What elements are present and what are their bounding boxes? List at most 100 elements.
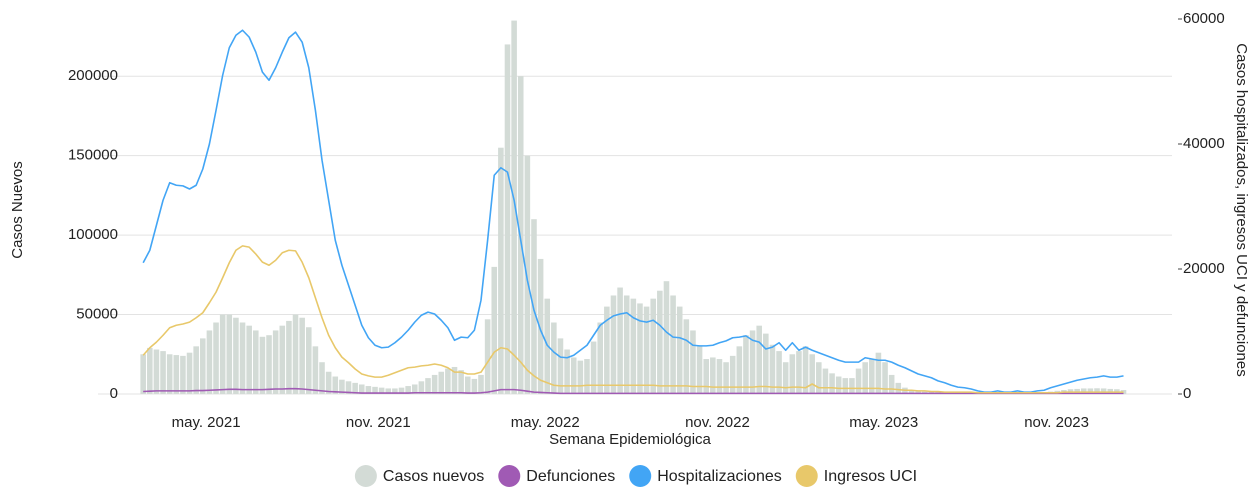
legend-label: Casos nuevos xyxy=(383,468,484,485)
bar xyxy=(266,335,272,394)
bar xyxy=(206,330,213,394)
bar xyxy=(875,352,882,394)
bar xyxy=(683,319,690,394)
bar xyxy=(517,76,524,394)
bar xyxy=(458,370,464,394)
y-tick-label: 150000 xyxy=(68,147,118,164)
legend-label: Defunciones xyxy=(526,468,615,485)
x-tick-label: may. 2022 xyxy=(511,414,580,431)
bar xyxy=(292,314,299,394)
bar xyxy=(464,376,471,394)
bar xyxy=(789,354,796,394)
bar xyxy=(630,298,637,394)
bar xyxy=(1087,388,1094,394)
bar xyxy=(200,338,206,394)
bar xyxy=(570,357,577,394)
bar xyxy=(491,266,498,394)
bar xyxy=(484,319,491,394)
bar xyxy=(643,306,650,394)
bar xyxy=(312,346,319,394)
bar xyxy=(623,295,630,394)
bar xyxy=(829,373,835,394)
bar xyxy=(524,155,531,394)
bar xyxy=(895,382,902,394)
bar xyxy=(1080,388,1087,394)
bar xyxy=(305,327,312,394)
bar xyxy=(478,374,484,394)
bar xyxy=(385,388,392,394)
bar xyxy=(703,359,709,394)
bar xyxy=(756,325,762,394)
bar xyxy=(915,390,921,394)
bar xyxy=(471,378,478,394)
bar xyxy=(272,330,279,394)
bar xyxy=(617,287,623,394)
x-axis-title: Semana Epidemiológica xyxy=(549,431,711,448)
bar xyxy=(1120,390,1127,394)
bar xyxy=(842,378,849,394)
bar xyxy=(451,366,458,394)
bar xyxy=(882,362,888,394)
x-tick-label: nov. 2022 xyxy=(685,414,750,431)
y2-axis-title: Casos hospitalizados, ingresos UCI y def… xyxy=(1233,43,1250,377)
bar xyxy=(577,360,584,394)
bar xyxy=(564,349,570,394)
bar xyxy=(411,384,418,394)
bar xyxy=(378,387,385,394)
bar xyxy=(637,303,643,394)
bar xyxy=(352,382,358,394)
bar xyxy=(358,384,365,394)
legend-marker xyxy=(354,465,377,487)
bar xyxy=(219,314,226,394)
bar xyxy=(438,371,445,394)
legend-marker xyxy=(498,465,521,487)
bar xyxy=(584,359,590,394)
legend-label: Ingresos UCI xyxy=(824,468,917,485)
bar xyxy=(604,306,610,394)
bar xyxy=(246,325,252,394)
y2-tick-label: 0 xyxy=(1183,385,1191,402)
y2-tick-label: 20000 xyxy=(1183,260,1225,277)
bar xyxy=(676,306,683,394)
bar xyxy=(445,368,451,394)
bar xyxy=(193,346,199,394)
bar xyxy=(345,381,352,394)
bar xyxy=(160,351,166,394)
legend-marker xyxy=(629,465,652,487)
bar xyxy=(140,354,146,394)
x-tick-label: may. 2021 xyxy=(172,414,241,431)
bar xyxy=(173,355,180,394)
bar xyxy=(511,20,517,394)
bar xyxy=(279,325,286,394)
bar xyxy=(822,368,829,394)
bar xyxy=(239,322,246,394)
y-tick-label: 0 xyxy=(110,385,118,402)
bar xyxy=(809,354,815,394)
bar xyxy=(372,386,378,394)
bar xyxy=(166,354,173,394)
bar xyxy=(339,379,345,394)
bar xyxy=(749,330,756,394)
bar xyxy=(180,355,186,394)
bar xyxy=(557,338,564,394)
bar xyxy=(888,374,895,394)
bar xyxy=(1094,388,1100,394)
legend: Casos nuevos Defunciones Hospitalizaciones… xyxy=(354,465,917,487)
bar xyxy=(670,295,676,394)
bar xyxy=(537,258,544,394)
bar xyxy=(253,330,259,394)
bar xyxy=(657,290,663,394)
bar xyxy=(186,352,193,394)
line-series xyxy=(143,387,1124,395)
bar xyxy=(743,335,749,394)
bar xyxy=(696,346,703,394)
bar xyxy=(690,330,696,394)
bar xyxy=(233,317,239,394)
bar xyxy=(723,362,729,394)
legend-marker xyxy=(795,465,818,487)
line-series xyxy=(142,245,1124,394)
bar xyxy=(716,359,723,394)
bar xyxy=(869,359,875,394)
bar xyxy=(763,333,769,394)
